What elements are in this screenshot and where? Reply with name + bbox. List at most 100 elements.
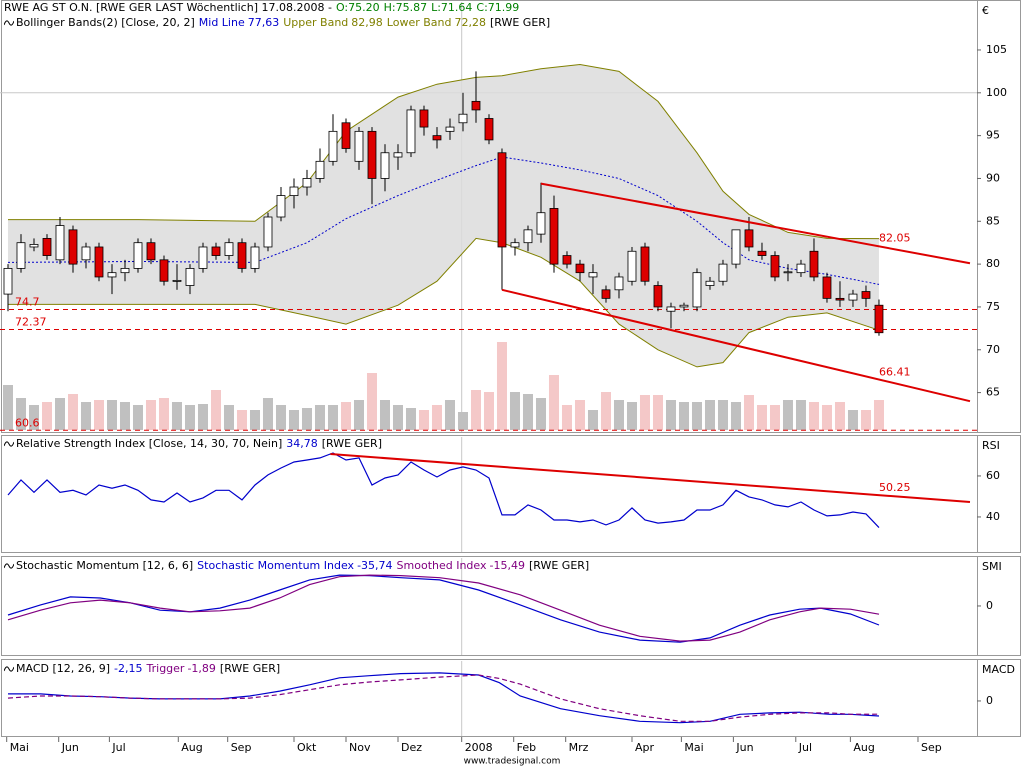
volume-bar [275, 405, 286, 430]
legend-value: -35,74 [357, 559, 393, 572]
ohlc-label: H:75.87 [383, 1, 428, 14]
volume-bar [743, 395, 754, 430]
candle-body [354, 130, 364, 162]
candle-body [757, 250, 767, 256]
candle-body [133, 242, 143, 269]
trend-label: 82.05 [879, 232, 911, 245]
title-legend: RWE AG ST O.N. [RWE GER LAST Wöchentlich… [4, 1, 523, 15]
candle-body [81, 246, 91, 261]
volume-bar [392, 405, 403, 430]
candle-body [861, 291, 871, 299]
volume-bar [600, 392, 611, 430]
candle-body [536, 212, 546, 235]
volume-bar [873, 400, 884, 430]
volume-bar [522, 394, 533, 430]
panel-frame [1, 435, 1021, 553]
trend-line [540, 182, 971, 265]
candle-body [497, 152, 507, 248]
volume-bar [496, 342, 507, 430]
trend-label: 50.25 [879, 481, 911, 494]
candle-body [419, 109, 429, 128]
x-tick-label: Nov [349, 741, 371, 754]
volume-bar [210, 390, 221, 430]
series-line [7, 452, 880, 529]
candle-body [406, 109, 416, 154]
bands-legend: Bollinger Bands(2) [Close, 20, 2] Mid Lin… [3, 16, 554, 30]
legend-value: -1,89 [187, 662, 216, 675]
candle-body [276, 195, 286, 218]
volume-bar [249, 410, 260, 430]
candle-body [328, 130, 338, 162]
candle-body [120, 267, 130, 274]
x-tick-label: Okt [297, 741, 317, 754]
candle-body [705, 280, 715, 286]
candle-body [432, 135, 442, 141]
volume-bar [665, 400, 676, 430]
volume-bar [652, 395, 663, 430]
x-tick-label: Jun [735, 741, 753, 754]
x-tick-label: Jun [61, 741, 79, 754]
volume-bar [314, 405, 325, 430]
panel-frame [1, 0, 1021, 433]
legend-name: Stochastic Momentum Index [197, 559, 355, 572]
x-tick-label: Jul [111, 741, 125, 754]
candle-body [302, 178, 312, 188]
legend-suffix: [RWE GER] [219, 662, 281, 675]
volume-bar [132, 405, 143, 430]
legend-value: 72,28 [454, 16, 486, 29]
legend-value: 77,63 [247, 16, 280, 29]
candle-body [55, 225, 65, 261]
candle-body [874, 304, 884, 334]
volume-bar [730, 402, 741, 430]
volume-bar [561, 405, 572, 430]
candle-body [679, 304, 689, 308]
volume-bar [860, 410, 871, 430]
volume-bar [782, 400, 793, 430]
candle-body [211, 246, 221, 256]
volume-bar [301, 408, 312, 430]
y-tick-label: 70 [986, 343, 1000, 356]
indicator-icon [3, 666, 15, 672]
volume-bar [340, 402, 351, 430]
volume-bar [548, 375, 559, 430]
volume-bar [613, 400, 624, 430]
volume-bar [808, 402, 819, 430]
volume-bar [106, 400, 117, 430]
rsi-legend: Relative Strength Index [Close, 14, 30, … [3, 437, 386, 451]
candle-body [614, 276, 624, 291]
candle-body [3, 267, 13, 295]
y-tick-label: 95 [986, 129, 1000, 142]
volume-bar [717, 400, 728, 430]
legend-suffix: [RWE GER] [528, 559, 590, 572]
legend-value: -15,49 [489, 559, 525, 572]
icon-path [3, 441, 15, 447]
y-tick-label: 80 [986, 257, 1000, 270]
candle-body [523, 229, 533, 244]
volume-bar [483, 392, 494, 430]
series-line [8, 672, 880, 724]
x-tick-label: Aug [181, 741, 202, 754]
volume-bar [535, 398, 546, 430]
volume-bar [288, 410, 299, 430]
x-tick-label: Jul [798, 741, 812, 754]
volume-bar [587, 410, 598, 430]
volume-bar [626, 402, 637, 430]
legend-value: -2,15 [114, 662, 143, 675]
candle-body [445, 126, 455, 132]
candle-body [744, 229, 754, 248]
y-tick-label: 0 [986, 694, 993, 707]
volume-bar [262, 398, 273, 430]
axis-label: € [982, 4, 989, 17]
volume-bar [821, 405, 832, 430]
candle-body [640, 246, 650, 282]
volume-bar [691, 402, 702, 430]
legend-suffix: [RWE GER] [321, 437, 382, 450]
series-line [7, 674, 880, 722]
volume-bar [704, 400, 715, 430]
legend-name: Mid Line [198, 16, 245, 29]
icon-path [3, 20, 15, 26]
volume-bar [158, 398, 169, 430]
axis-label: SMI [982, 560, 1002, 573]
candle-body [250, 246, 260, 269]
candle-body [731, 229, 741, 265]
